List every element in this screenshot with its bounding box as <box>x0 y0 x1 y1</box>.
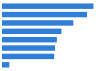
bar <box>2 3 93 8</box>
bar <box>2 62 9 67</box>
chart-container <box>0 0 100 71</box>
bar <box>2 54 54 59</box>
bar <box>2 12 87 17</box>
bar <box>2 29 61 34</box>
bar <box>2 20 73 25</box>
bars <box>2 3 93 67</box>
bar <box>2 45 55 50</box>
bar <box>2 37 57 42</box>
chart-svg <box>0 0 100 71</box>
